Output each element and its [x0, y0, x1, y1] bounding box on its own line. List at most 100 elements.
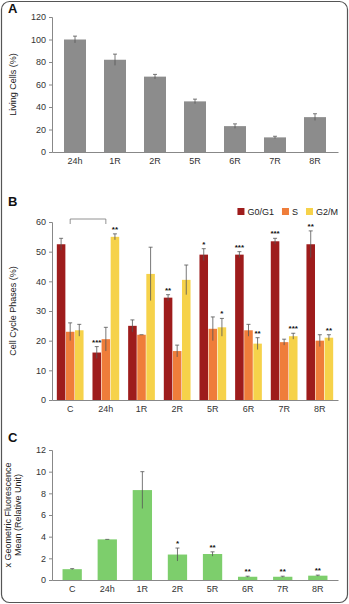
- plot-area: [64, 36, 326, 152]
- x-tick-label: 8R: [309, 156, 321, 166]
- error-stem: [132, 320, 133, 332]
- y-tick: 60: [36, 80, 52, 90]
- y-tick-label: 80: [36, 57, 46, 67]
- x-tick: C: [69, 580, 76, 594]
- error-stem: [114, 234, 115, 240]
- y-tick-label: 0: [41, 575, 46, 585]
- error-stem: [168, 295, 169, 301]
- x-tick: 6R: [242, 580, 254, 594]
- panel: A02040608010012024h1R2R5R6R7R8RLiving Ce…: [8, 1, 339, 166]
- error-stem: [61, 238, 62, 250]
- error-cap: [149, 247, 153, 248]
- y-axis-title: Mean (Relative Unit): [13, 474, 23, 556]
- significance-mark: **: [254, 329, 261, 338]
- error-stem: [315, 114, 316, 121]
- error-cap: [59, 238, 63, 239]
- bar: [128, 326, 137, 400]
- error-stem: [177, 345, 178, 357]
- error-bar: [166, 295, 170, 301]
- error-stem: [328, 335, 329, 341]
- error-stem: [275, 238, 276, 244]
- error-bar: [237, 252, 241, 258]
- error-bar: [220, 318, 224, 336]
- y-tick-label: 40: [36, 277, 46, 287]
- x-tick: 24h: [98, 400, 113, 414]
- error-bar: [327, 335, 331, 341]
- significance-mark: **: [308, 222, 315, 231]
- error-stem: [284, 339, 285, 345]
- error-stem: [195, 99, 196, 104]
- bar: [306, 244, 315, 400]
- legend-label: G0/G1: [247, 207, 274, 217]
- error-bar: [211, 317, 215, 341]
- y-axis-title: Cell Cycle Phases (%): [8, 266, 18, 356]
- error-bar: [130, 320, 134, 332]
- y-tick: 10: [36, 467, 52, 477]
- y-tick-mark: [49, 580, 52, 581]
- bar: [184, 101, 206, 152]
- y-tick: 0: [41, 147, 52, 157]
- y-tick: 2: [41, 554, 52, 564]
- legend-swatch: [282, 208, 289, 215]
- error-bar: [68, 323, 72, 341]
- error-stem: [248, 324, 249, 336]
- y-tick-mark: [49, 450, 52, 451]
- error-stem: [155, 74, 156, 79]
- error-cap: [184, 265, 188, 266]
- y-tick: 40: [36, 277, 52, 287]
- error-stem: [96, 347, 97, 359]
- x-tick: 2R: [149, 152, 161, 166]
- error-bar: [309, 231, 313, 258]
- x-tick-label: 8R: [312, 584, 324, 594]
- y-axis-line: [49, 223, 53, 401]
- y-tick: 50: [36, 247, 52, 257]
- error-bar: [149, 247, 153, 300]
- error-bar: [175, 345, 179, 357]
- bar: [199, 255, 208, 400]
- significance-mark: **: [315, 566, 322, 575]
- y-tick: 20: [36, 125, 52, 135]
- y-tick-mark: [49, 558, 52, 559]
- error-cap: [130, 319, 134, 320]
- error-stem: [186, 265, 187, 295]
- error-cap: [193, 99, 197, 100]
- x-tick-label: C: [67, 404, 74, 414]
- significance-mark: **: [112, 225, 119, 234]
- x-axis: 24h1R2R5R6R7R8R: [53, 152, 339, 166]
- error-cap: [175, 345, 179, 346]
- legend-swatch: [237, 208, 244, 215]
- error-cap: [70, 568, 74, 569]
- legend-item: G2/M: [306, 207, 338, 217]
- error-stem: [70, 323, 71, 341]
- error-bar: [211, 552, 215, 556]
- y-tick-mark: [49, 40, 52, 41]
- bar: [271, 241, 280, 400]
- x-tick: C: [67, 400, 74, 414]
- error-cap: [211, 316, 215, 317]
- bar: [182, 280, 191, 400]
- panel: C024681012C24h1R2R5R6R7R8Rx Geometric Fl…: [3, 430, 339, 594]
- error-bar: [70, 569, 74, 570]
- error-cap: [113, 54, 117, 55]
- y-tick: 12: [36, 445, 52, 455]
- y-tick-label: 10: [36, 467, 46, 477]
- y-tick-label: 120: [31, 12, 46, 22]
- x-tick: 24h: [67, 152, 82, 166]
- x-tick: 7R: [277, 580, 289, 594]
- y-tick: 0: [41, 395, 52, 405]
- error-bar: [95, 347, 99, 359]
- y-tick-mark: [49, 400, 52, 401]
- y-tick-mark: [49, 85, 52, 86]
- x-tick-label: 8R: [314, 404, 326, 414]
- x-axis: C24h1R2R5R6R7R8R: [53, 400, 339, 414]
- comparison-bracket: [70, 219, 106, 224]
- error-stem: [239, 252, 240, 258]
- error-bar: [105, 539, 109, 540]
- x-tick-label: 5R: [189, 156, 201, 166]
- bar: [203, 554, 222, 580]
- error-cap: [104, 327, 108, 328]
- bar: [238, 577, 257, 580]
- error-bar: [202, 249, 206, 261]
- plot-area: [57, 231, 333, 400]
- bar: [280, 342, 289, 400]
